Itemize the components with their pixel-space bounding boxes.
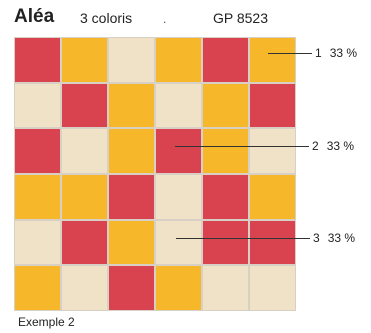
- tile-yellow: [203, 83, 248, 128]
- tile-yellow: [15, 175, 60, 219]
- tile-beige: [62, 129, 107, 173]
- leader-line-2: [175, 146, 309, 147]
- tile-yellow: [250, 175, 295, 219]
- tile-red: [203, 175, 248, 219]
- legend-item-1: 1 33 %: [315, 46, 357, 60]
- tile-red: [15, 129, 60, 173]
- tile-grid: [14, 37, 296, 311]
- legend-item-2: 2 33 %: [312, 139, 354, 153]
- leader-line-3: [176, 238, 310, 239]
- legend-number-3: 3: [313, 231, 320, 245]
- tile-yellow: [203, 129, 248, 173]
- tile-red: [15, 38, 60, 82]
- legend-number-2: 2: [312, 139, 319, 153]
- product-title: Aléa: [14, 6, 55, 27]
- colorways-label: 3 coloris: [80, 10, 133, 26]
- tile-beige: [250, 129, 295, 173]
- header: Aléa 3 coloris . GP 8523: [14, 4, 354, 30]
- tile-yellow: [109, 83, 154, 128]
- tile-red: [203, 38, 248, 82]
- tile-yellow: [109, 129, 154, 173]
- separator-dot: .: [163, 12, 167, 26]
- tile-beige: [250, 266, 295, 310]
- leader-line-1: [268, 53, 312, 54]
- tile-red: [250, 220, 295, 265]
- product-code: GP 8523: [213, 10, 269, 26]
- tile-yellow: [109, 220, 154, 265]
- tile-beige: [15, 83, 60, 128]
- tile-yellow: [250, 38, 295, 82]
- tile-beige: [156, 175, 201, 219]
- tile-red: [203, 220, 248, 265]
- legend-percent-1: 33 %: [329, 46, 358, 60]
- legend-number-1: 1: [315, 46, 322, 60]
- tile-red: [62, 83, 107, 128]
- tile-yellow: [62, 175, 107, 219]
- tile-beige: [156, 83, 201, 128]
- tile-red: [109, 175, 154, 219]
- tile-beige: [203, 266, 248, 310]
- tile-yellow: [62, 38, 107, 82]
- tile-beige: [15, 220, 60, 265]
- caption: Exemple 2: [18, 315, 75, 329]
- tile-beige: [62, 266, 107, 310]
- tile-red: [250, 83, 295, 128]
- tile-yellow: [156, 266, 201, 310]
- tile-red: [109, 266, 154, 310]
- tile-red: [156, 129, 201, 173]
- legend-percent-2: 33 %: [326, 139, 355, 153]
- legend-percent-3: 33 %: [327, 231, 356, 245]
- tile-beige: [109, 38, 154, 82]
- tile-yellow: [15, 266, 60, 310]
- tile-beige: [156, 220, 201, 265]
- tile-red: [62, 220, 107, 265]
- tile-yellow: [156, 38, 201, 82]
- legend-item-3: 3 33 %: [313, 231, 355, 245]
